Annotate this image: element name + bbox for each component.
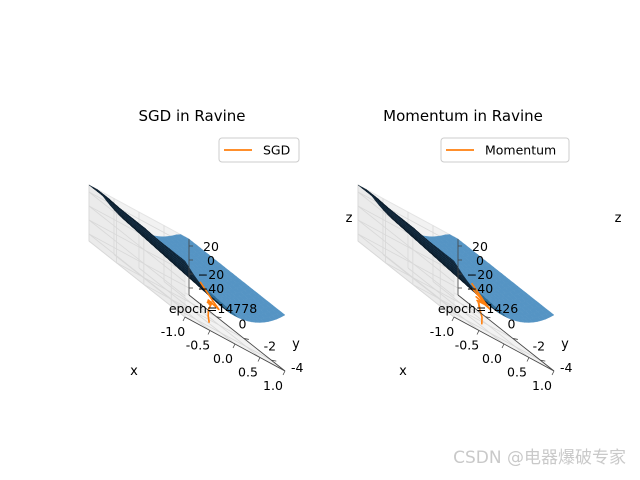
- grid-line: [357, 233, 455, 311]
- grid-line: [88, 233, 190, 289]
- legend-label: SGD: [263, 143, 290, 158]
- grid-line: [357, 219, 459, 275]
- grid-line: [113, 254, 211, 331]
- chart-title: Momentum in Ravine: [383, 107, 543, 125]
- grid-line: [440, 305, 541, 361]
- y-tick-label: 0: [507, 317, 515, 332]
- grid-line: [432, 281, 530, 358]
- z-axis-label: z: [346, 211, 353, 226]
- surface-facet: [276, 311, 286, 318]
- legend-label: Momentum: [485, 143, 556, 158]
- z-tick-label: −40: [198, 281, 224, 296]
- grid-line: [357, 219, 455, 297]
- z-tick-label: 20: [203, 239, 219, 254]
- subplot-momentum: -1.0-0.50.00.51.0-4-20200−20−40xyzMoment…: [357, 107, 622, 393]
- x-tick-label: -1.0: [430, 324, 454, 339]
- trajectory-line: [470, 282, 492, 325]
- y-tick: [485, 316, 491, 319]
- z-tick-label: −20: [198, 267, 224, 282]
- z-tick-label: 0: [207, 253, 215, 268]
- x-tick: [282, 370, 286, 376]
- x-tick-label: 0.5: [507, 365, 527, 380]
- trajectory-line: [199, 281, 220, 323]
- x-tick-label: -0.5: [455, 338, 479, 353]
- grid-line: [138, 267, 236, 345]
- grid-line: [163, 281, 261, 358]
- y-tick-label: -2: [264, 338, 276, 353]
- legend-frame: [218, 137, 300, 163]
- y-tick: [271, 359, 277, 362]
- y-axis-line: [188, 294, 286, 372]
- chart-title: SGD in Ravine: [139, 107, 246, 125]
- z-tick-label: 20: [472, 239, 488, 254]
- y-tick: [243, 338, 249, 340]
- legend: SGD: [218, 137, 300, 163]
- x-tick: [257, 357, 261, 362]
- y-tick-label: -4: [291, 360, 304, 375]
- x-tick-label: 1.0: [263, 378, 283, 393]
- x-tick: [207, 330, 211, 335]
- x-tick: [501, 343, 505, 349]
- grid-line: [357, 233, 459, 289]
- grid-line: [357, 205, 455, 283]
- grid-line: [88, 233, 186, 311]
- z-tick-label: −20: [467, 267, 493, 282]
- y-tick: [216, 316, 222, 319]
- grid-line: [88, 240, 186, 318]
- y-axis-label: y: [561, 337, 569, 352]
- grid-line: [88, 205, 186, 283]
- surface-facet: [545, 311, 555, 318]
- grid-line: [143, 284, 245, 339]
- x-tick: [451, 316, 455, 322]
- x-tick: [232, 343, 236, 349]
- surface: [357, 184, 555, 323]
- x-tick-label: -0.5: [186, 338, 210, 353]
- grid-line: [171, 305, 272, 361]
- grid-line: [116, 262, 217, 318]
- y-tick: [512, 338, 518, 340]
- z-tick-label: −40: [467, 281, 493, 296]
- x-tick-label: -1.0: [161, 324, 185, 339]
- y-tick-label: -4: [560, 360, 573, 375]
- grid-line: [382, 254, 480, 331]
- grid-line: [407, 267, 505, 345]
- grid-line: [88, 219, 186, 297]
- x-tick: [182, 316, 186, 322]
- epoch-annotation: epoch=14778: [169, 301, 257, 316]
- y-axis-line: [457, 294, 555, 372]
- grid-line: [357, 240, 455, 318]
- z-tick-label: 0: [476, 253, 484, 268]
- x-tick-label: 0.0: [213, 351, 233, 366]
- grid-line: [385, 262, 486, 318]
- y-axis-label: y: [292, 337, 300, 352]
- x-axis-label: x: [130, 364, 138, 379]
- legend: Momentum: [440, 137, 570, 163]
- x-tick-label: 1.0: [532, 378, 552, 393]
- x-tick: [476, 330, 480, 335]
- x-tick: [551, 370, 555, 376]
- legend-frame: [440, 137, 570, 163]
- epoch-annotation: epoch=1426: [438, 301, 518, 316]
- x-tick: [526, 357, 530, 362]
- grid-line: [88, 219, 190, 275]
- x-tick-label: 0.5: [238, 365, 258, 380]
- y-tick-label: 0: [238, 317, 246, 332]
- x-axis-label: x: [399, 364, 407, 379]
- y-tick-label: -2: [533, 338, 545, 353]
- watermark: CSDN @电器爆破专家: [453, 448, 626, 468]
- grid-line: [412, 284, 514, 339]
- surface: [88, 184, 286, 323]
- z-axis-label: z: [615, 211, 622, 226]
- x-tick-label: 0.0: [482, 351, 502, 366]
- y-tick: [540, 359, 546, 362]
